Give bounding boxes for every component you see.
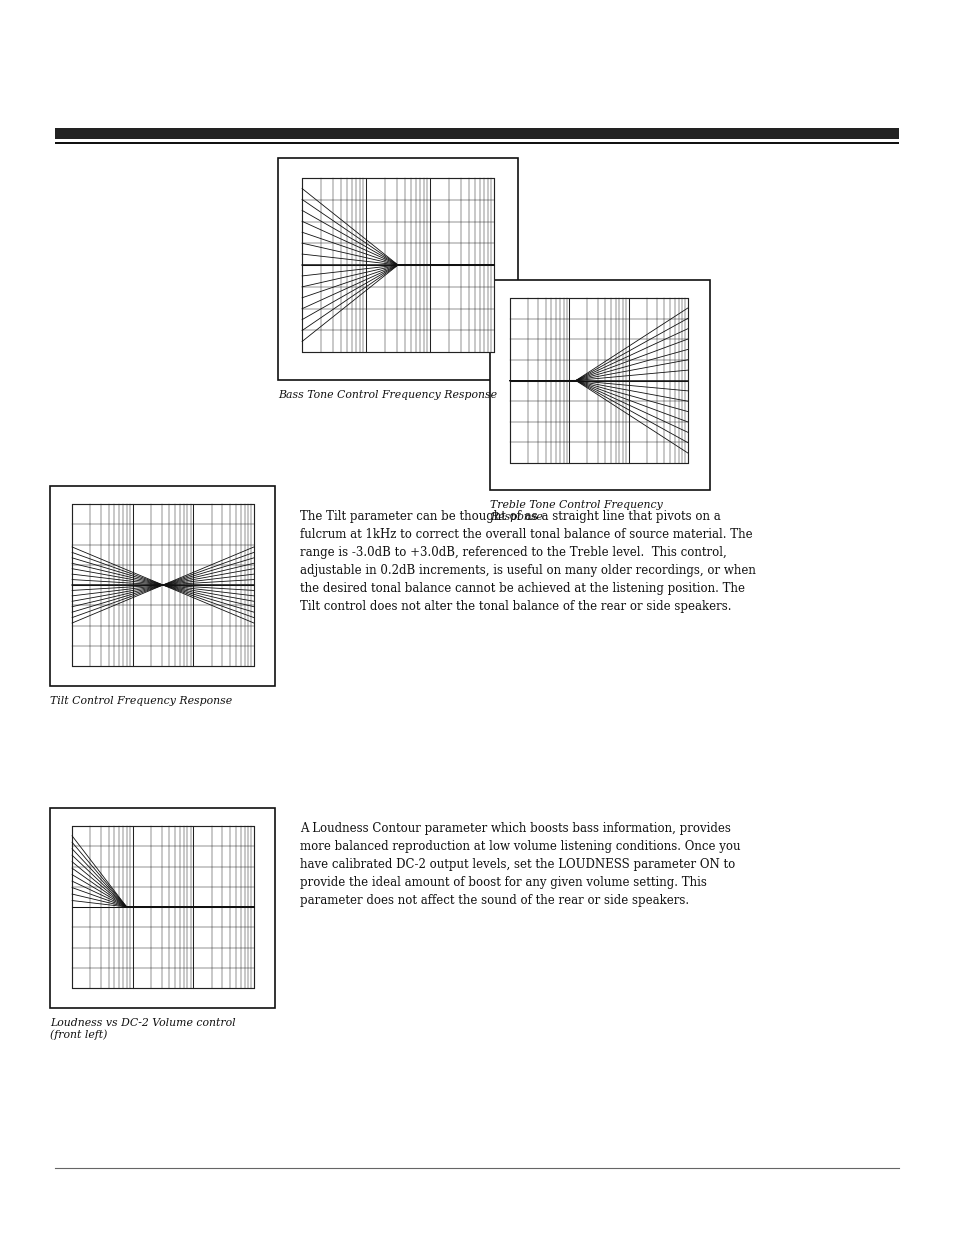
Bar: [50, 487, 274, 685]
Bar: [510, 298, 687, 463]
Text: The Tilt parameter can be thought of as a straight line that pivots on a
fulcrum: The Tilt parameter can be thought of as …: [299, 510, 755, 613]
Bar: [50, 808, 274, 1008]
Text: Treble Tone Control Frequency
Response: Treble Tone Control Frequency Response: [490, 500, 662, 521]
Bar: [71, 504, 253, 666]
Bar: [302, 178, 494, 352]
Bar: [490, 280, 709, 490]
Text: Tilt Control Frequency Response: Tilt Control Frequency Response: [50, 697, 232, 706]
Bar: [55, 128, 898, 140]
Text: Bass Tone Control Frequency Response: Bass Tone Control Frequency Response: [277, 390, 497, 400]
Bar: [277, 158, 517, 380]
Bar: [71, 826, 253, 988]
Text: Loudness vs DC-2 Volume control
(front left): Loudness vs DC-2 Volume control (front l…: [50, 1018, 235, 1040]
Bar: [55, 142, 898, 144]
Text: A Loudness Contour parameter which boosts bass information, provides
more balanc: A Loudness Contour parameter which boost…: [299, 823, 740, 906]
